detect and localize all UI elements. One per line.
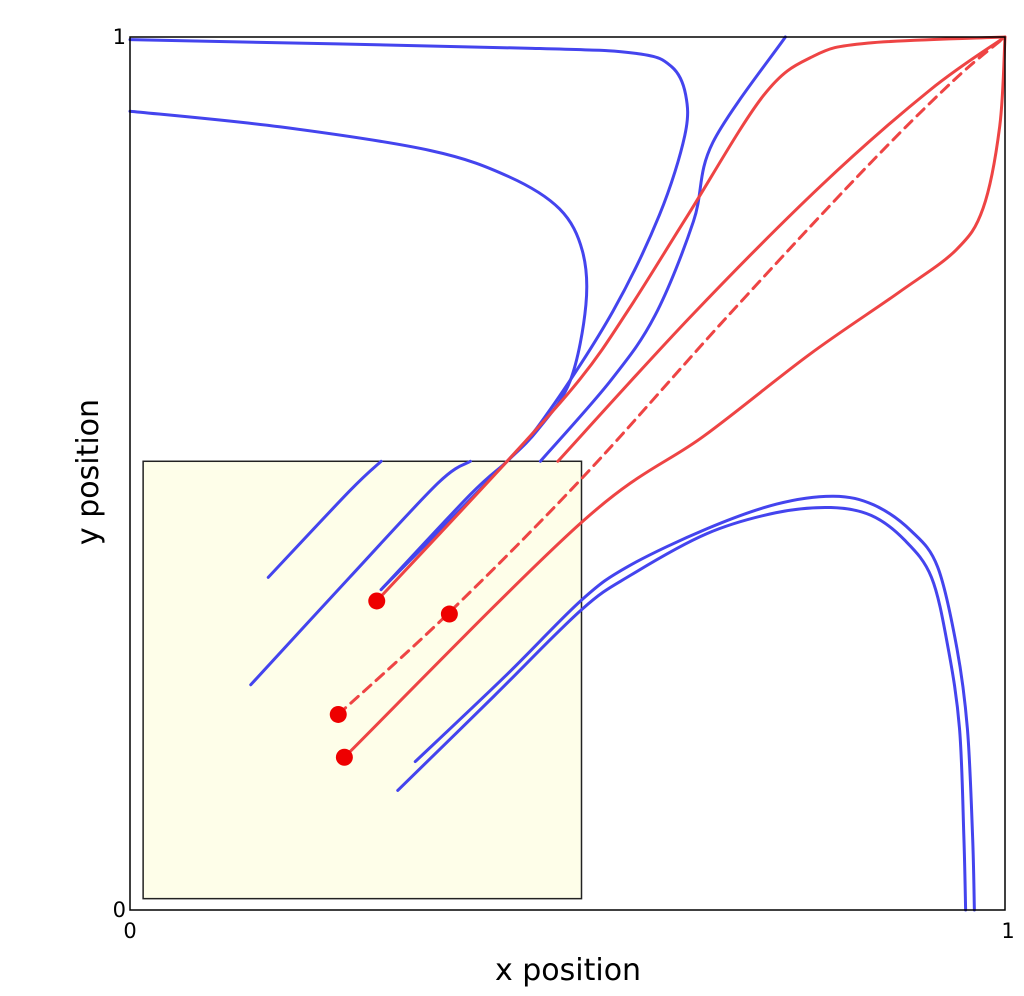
shaded-region	[142, 460, 583, 900]
start-point-marker-4	[335, 748, 353, 766]
y-axis-label: y position	[71, 399, 106, 545]
x-tick-label-max: 1	[1001, 919, 1014, 943]
start-point-marker-1	[368, 592, 386, 610]
trajectory-line-7	[396, 505, 968, 912]
trajectory-line-2	[249, 459, 472, 687]
trajectory-line-9	[342, 35, 1007, 759]
trajectory-line-10	[556, 35, 1007, 463]
trajectory-line-5	[538, 35, 787, 463]
x-tick-label-min: 0	[123, 919, 136, 943]
plot-frame	[129, 36, 1006, 911]
trajectory-line-8	[375, 35, 1007, 603]
trajectory-line-1	[266, 459, 383, 579]
trajectory-line-6	[413, 494, 976, 912]
y-tick-label-min: 0	[113, 898, 126, 922]
start-point-marker-2	[440, 605, 458, 623]
x-axis-label: x position	[495, 953, 641, 988]
y-tick-label-max: 1	[113, 25, 126, 49]
start-point-marker-3	[329, 705, 347, 723]
